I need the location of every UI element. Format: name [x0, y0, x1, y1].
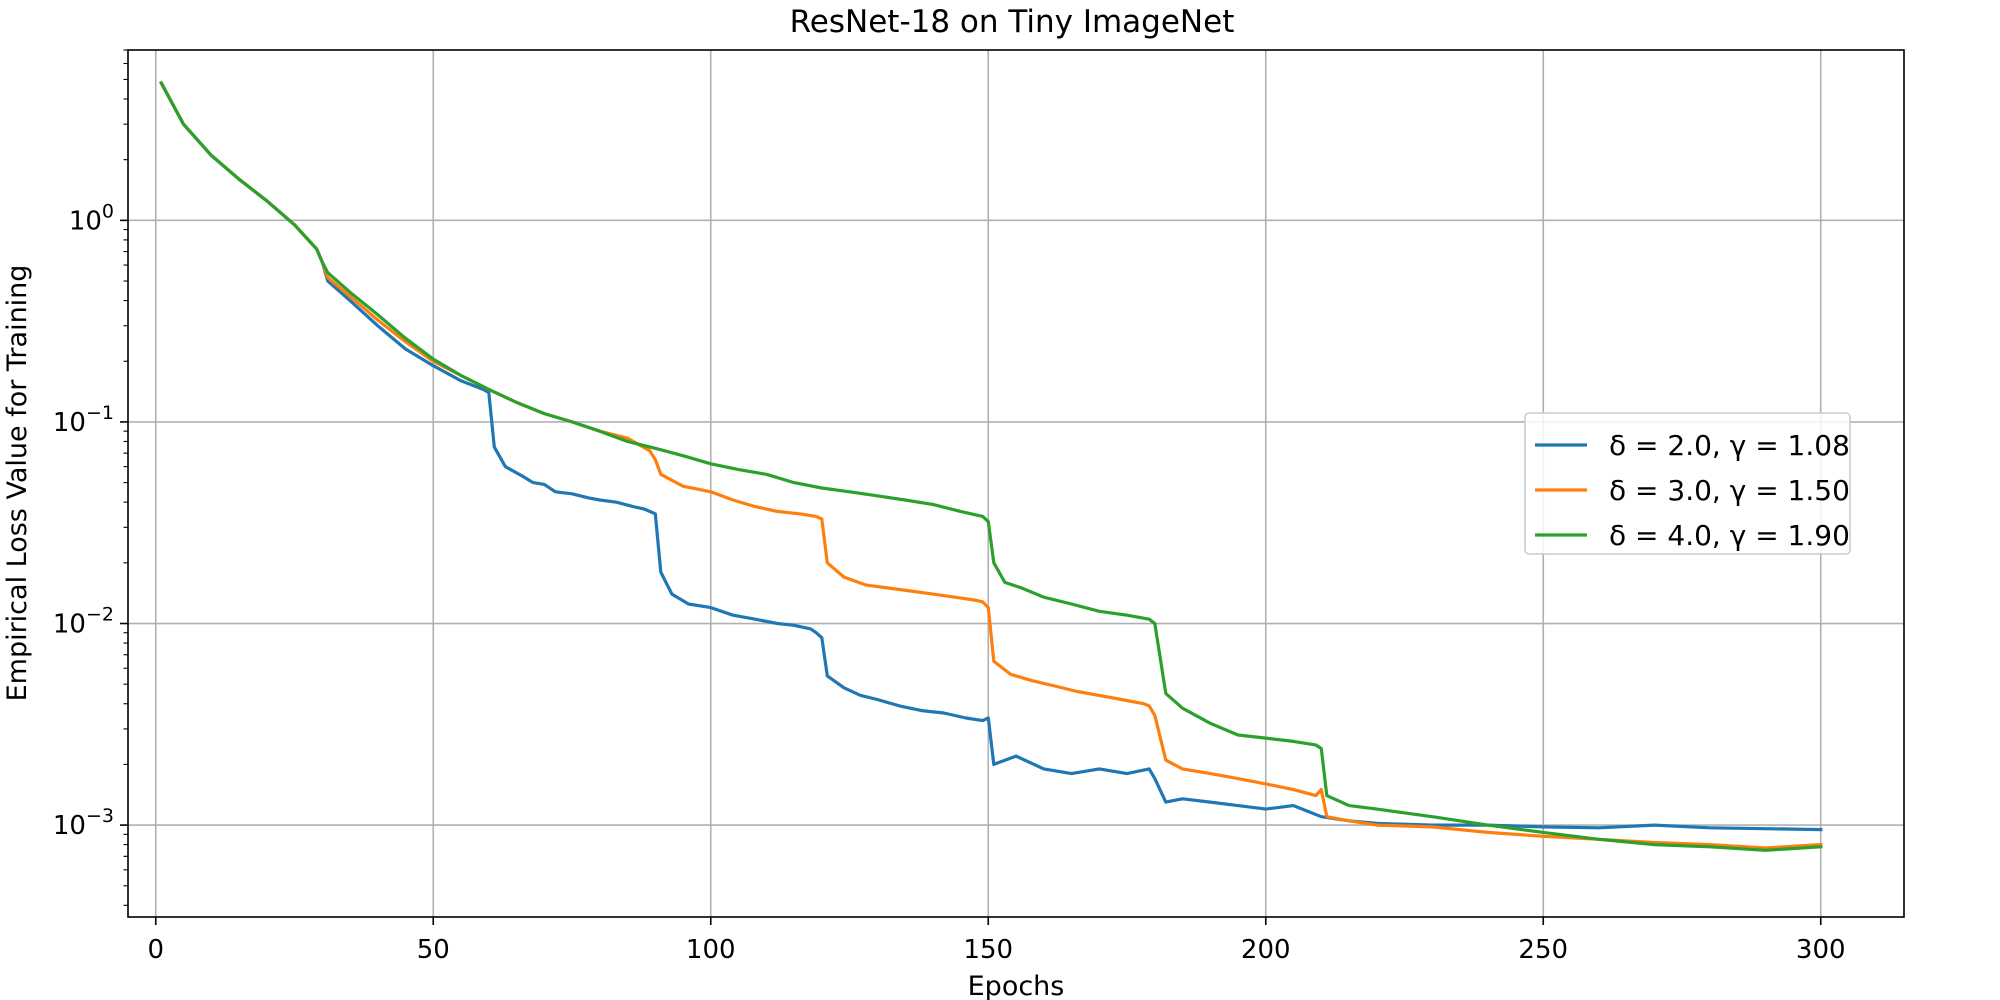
x-tick-label: 100 — [686, 935, 736, 965]
series-lines — [159, 80, 1823, 852]
legend-box — [1524, 412, 1851, 555]
x-axis-title: Epochs — [968, 971, 1065, 1000]
plot-frame — [127, 49, 1905, 918]
y-tick-label: 10−3 — [53, 805, 114, 841]
y-tick-label: 100 — [69, 200, 114, 236]
legend-label-1: δ = 2.0, γ = 1.08 — [1609, 429, 1850, 462]
y-tick-label: 10−2 — [53, 604, 114, 640]
chart-title: ResNet-18 on Tiny ImageNet — [790, 4, 1235, 40]
y-axis-title: Empirical Loss Value for Training — [2, 265, 33, 702]
x-tick-label: 150 — [963, 935, 1013, 965]
x-tick-label: 200 — [1241, 935, 1291, 965]
legend: δ = 2.0, γ = 1.08 δ = 3.0, γ = 1.50 δ = 4.… — [1524, 412, 1851, 555]
axis-ticks: 0 50 100 150 200 250 300 10−3 10−2 10−1 100 — [53, 49, 1846, 965]
series-line-3 — [159, 80, 1823, 852]
x-tick-label: 300 — [1796, 935, 1846, 965]
legend-label-3: δ = 4.0, γ = 1.90 — [1609, 519, 1850, 552]
x-tick-label: 250 — [1518, 935, 1568, 965]
x-tick-label: 50 — [417, 935, 450, 965]
x-tick-label: 0 — [147, 935, 164, 965]
series-line-1 — [159, 80, 1823, 832]
legend-label-2: δ = 3.0, γ = 1.50 — [1609, 474, 1850, 507]
series-line-2 — [159, 80, 1823, 850]
y-tick-label: 10−1 — [53, 402, 114, 438]
